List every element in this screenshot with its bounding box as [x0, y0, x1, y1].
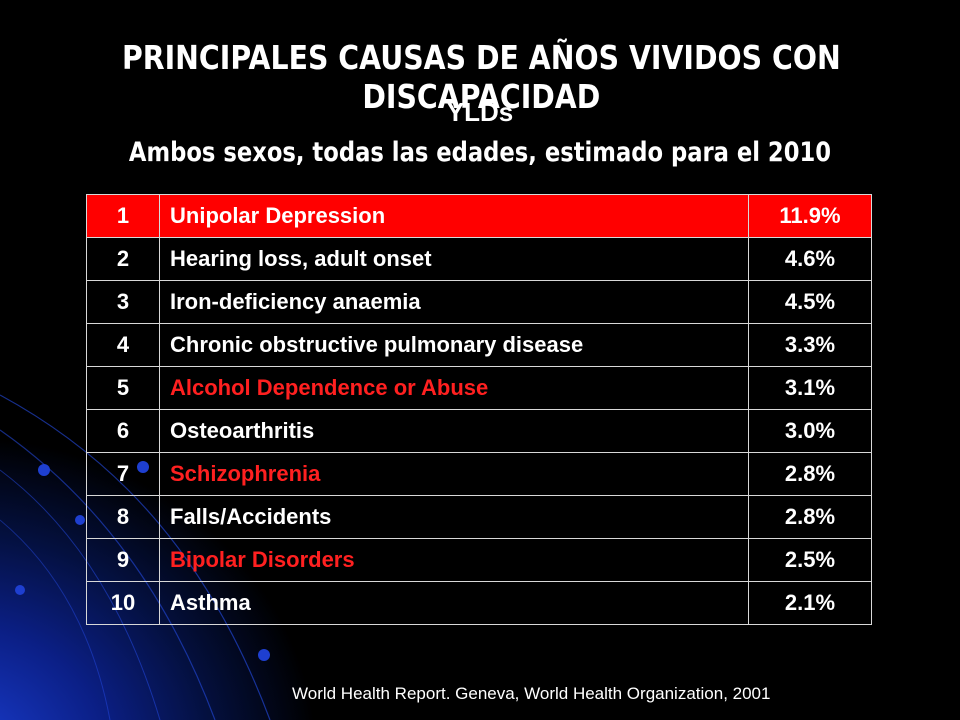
rank-cell: 2 — [86, 237, 160, 281]
causes-table: 1 Unipolar Depression 11.9% 2 Hearing loss, … — [86, 194, 872, 625]
percent-cell: 3.0% — [748, 409, 872, 453]
table-row: 7 Schizophrenia 2.8% — [86, 452, 872, 496]
percent-cell: 11.9% — [748, 194, 872, 238]
cause-cell: Falls/Accidents — [159, 495, 749, 539]
percent-cell: 3.1% — [748, 366, 872, 410]
table-row: 6 Osteoarthritis 3.0% — [86, 409, 872, 453]
slide-scope: Ambos sexos, todas las edades, estimado … — [128, 137, 832, 168]
table-row: 5 Alcohol Dependence or Abuse 3.1% — [86, 366, 872, 410]
percent-cell: 4.6% — [748, 237, 872, 281]
rank-cell: 5 — [86, 366, 160, 410]
slide-title: PRINCIPALES CAUSAS DE AÑOS VIVIDOS CON D… — [121, 38, 841, 116]
table-row: 4 Chronic obstructive pulmonary disease 3.… — [86, 323, 872, 367]
slide-subtitle: YLDs — [446, 97, 514, 127]
rank-cell: 8 — [86, 495, 160, 539]
table-row: 1 Unipolar Depression 11.9% — [86, 194, 872, 238]
table-row: 2 Hearing loss, adult onset 4.6% — [86, 237, 872, 281]
cause-cell: Chronic obstructive pulmonary disease — [159, 323, 749, 367]
rank-cell: 9 — [86, 538, 160, 582]
cause-cell: Osteoarthritis — [159, 409, 749, 453]
rank-cell: 7 — [86, 452, 160, 496]
percent-cell: 2.8% — [748, 495, 872, 539]
percent-cell: 2.5% — [748, 538, 872, 582]
cause-cell: Asthma — [159, 581, 749, 625]
rank-cell: 1 — [86, 194, 160, 238]
table-row: 8 Falls/Accidents 2.8% — [86, 495, 872, 539]
percent-cell: 3.3% — [748, 323, 872, 367]
rank-cell: 3 — [86, 280, 160, 324]
cause-cell: Schizophrenia — [159, 452, 749, 496]
table-row: 9 Bipolar Disorders 2.5% — [86, 538, 872, 582]
cause-cell: Unipolar Depression — [159, 194, 749, 238]
percent-cell: 2.1% — [748, 581, 872, 625]
percent-cell: 4.5% — [748, 280, 872, 324]
table-row: 3 Iron-deficiency anaemia 4.5% — [86, 280, 872, 324]
cause-cell: Iron-deficiency anaemia — [159, 280, 749, 324]
cause-cell: Hearing loss, adult onset — [159, 237, 749, 281]
table-row: 10 Asthma 2.1% — [86, 581, 872, 625]
cause-cell: Bipolar Disorders — [159, 538, 749, 582]
rank-cell: 4 — [86, 323, 160, 367]
cause-cell: Alcohol Dependence or Abuse — [159, 366, 749, 410]
percent-cell: 2.8% — [748, 452, 872, 496]
source-citation: World Health Report. Geneva, World Healt… — [292, 684, 771, 703]
rank-cell: 10 — [86, 581, 160, 625]
rank-cell: 6 — [86, 409, 160, 453]
